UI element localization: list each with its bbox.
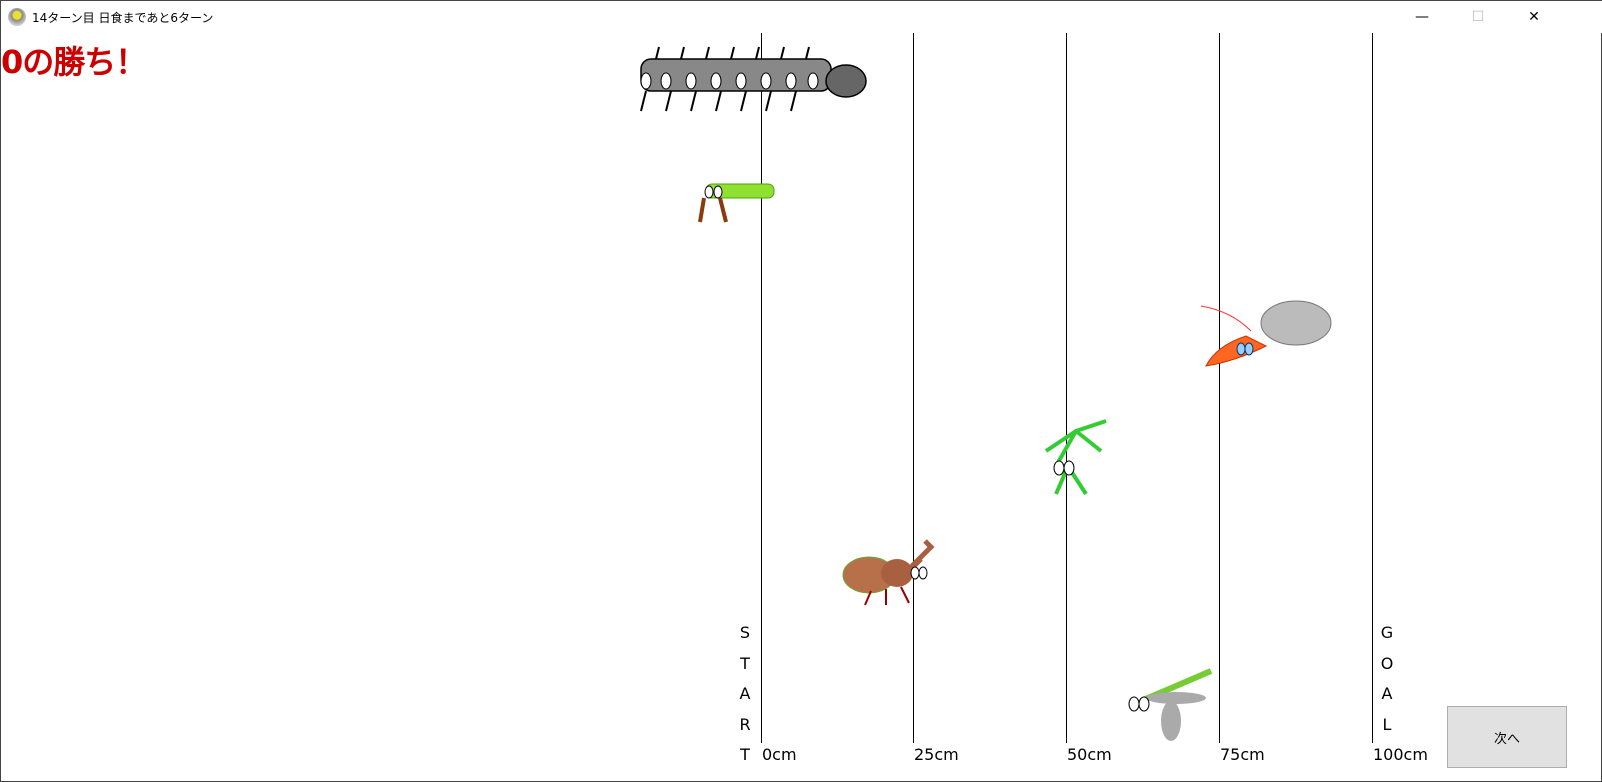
line-50cm [1066, 33, 1067, 743]
caterpillar-racer [698, 183, 775, 223]
start-letter: S [739, 623, 751, 642]
app-icon [8, 8, 26, 26]
mark-0cm: 0cm [762, 745, 797, 764]
mark-25cm: 25cm [914, 745, 959, 764]
hermit-crab-shrimp-racer [1200, 300, 1332, 367]
goal-letter: A [1381, 684, 1393, 703]
mark-100cm: 100cm [1373, 745, 1428, 764]
beetle-racer [842, 539, 935, 606]
goal-letter: O [1380, 653, 1394, 673]
goal-letter: L [1382, 714, 1392, 734]
start-letter: A [739, 684, 751, 703]
minimize-button[interactable]: — [1415, 9, 1429, 25]
goal-letter: G [1380, 623, 1394, 642]
line-0cm [761, 33, 762, 743]
start-letter: R [739, 714, 751, 734]
close-button[interactable]: ✕ [1528, 9, 1540, 25]
line-100cm [1372, 33, 1373, 743]
start-letter: T [740, 653, 750, 673]
title-bar: 14ターン目 日食まであと6ターン — ☐ ✕ [1, 1, 1602, 33]
dragonfly-racer [1128, 668, 1213, 741]
mantis-racer [1044, 419, 1107, 496]
start-label: S T A R T [738, 618, 752, 771]
mark-50cm: 50cm [1067, 745, 1112, 764]
maximize-button[interactable]: ☐ [1471, 9, 1485, 25]
goal-label: G O A L [1380, 618, 1394, 740]
window-title: 14ターン目 日食まであと6ターン [32, 10, 214, 25]
line-25cm [913, 33, 914, 743]
line-75cm [1219, 33, 1220, 743]
result-message: 0の勝ち！ [1, 43, 147, 81]
mark-75cm: 75cm [1220, 745, 1265, 764]
centipede-racer [640, 46, 867, 112]
next-button[interactable]: 次へ [1447, 706, 1567, 768]
start-letter: T [740, 745, 750, 764]
